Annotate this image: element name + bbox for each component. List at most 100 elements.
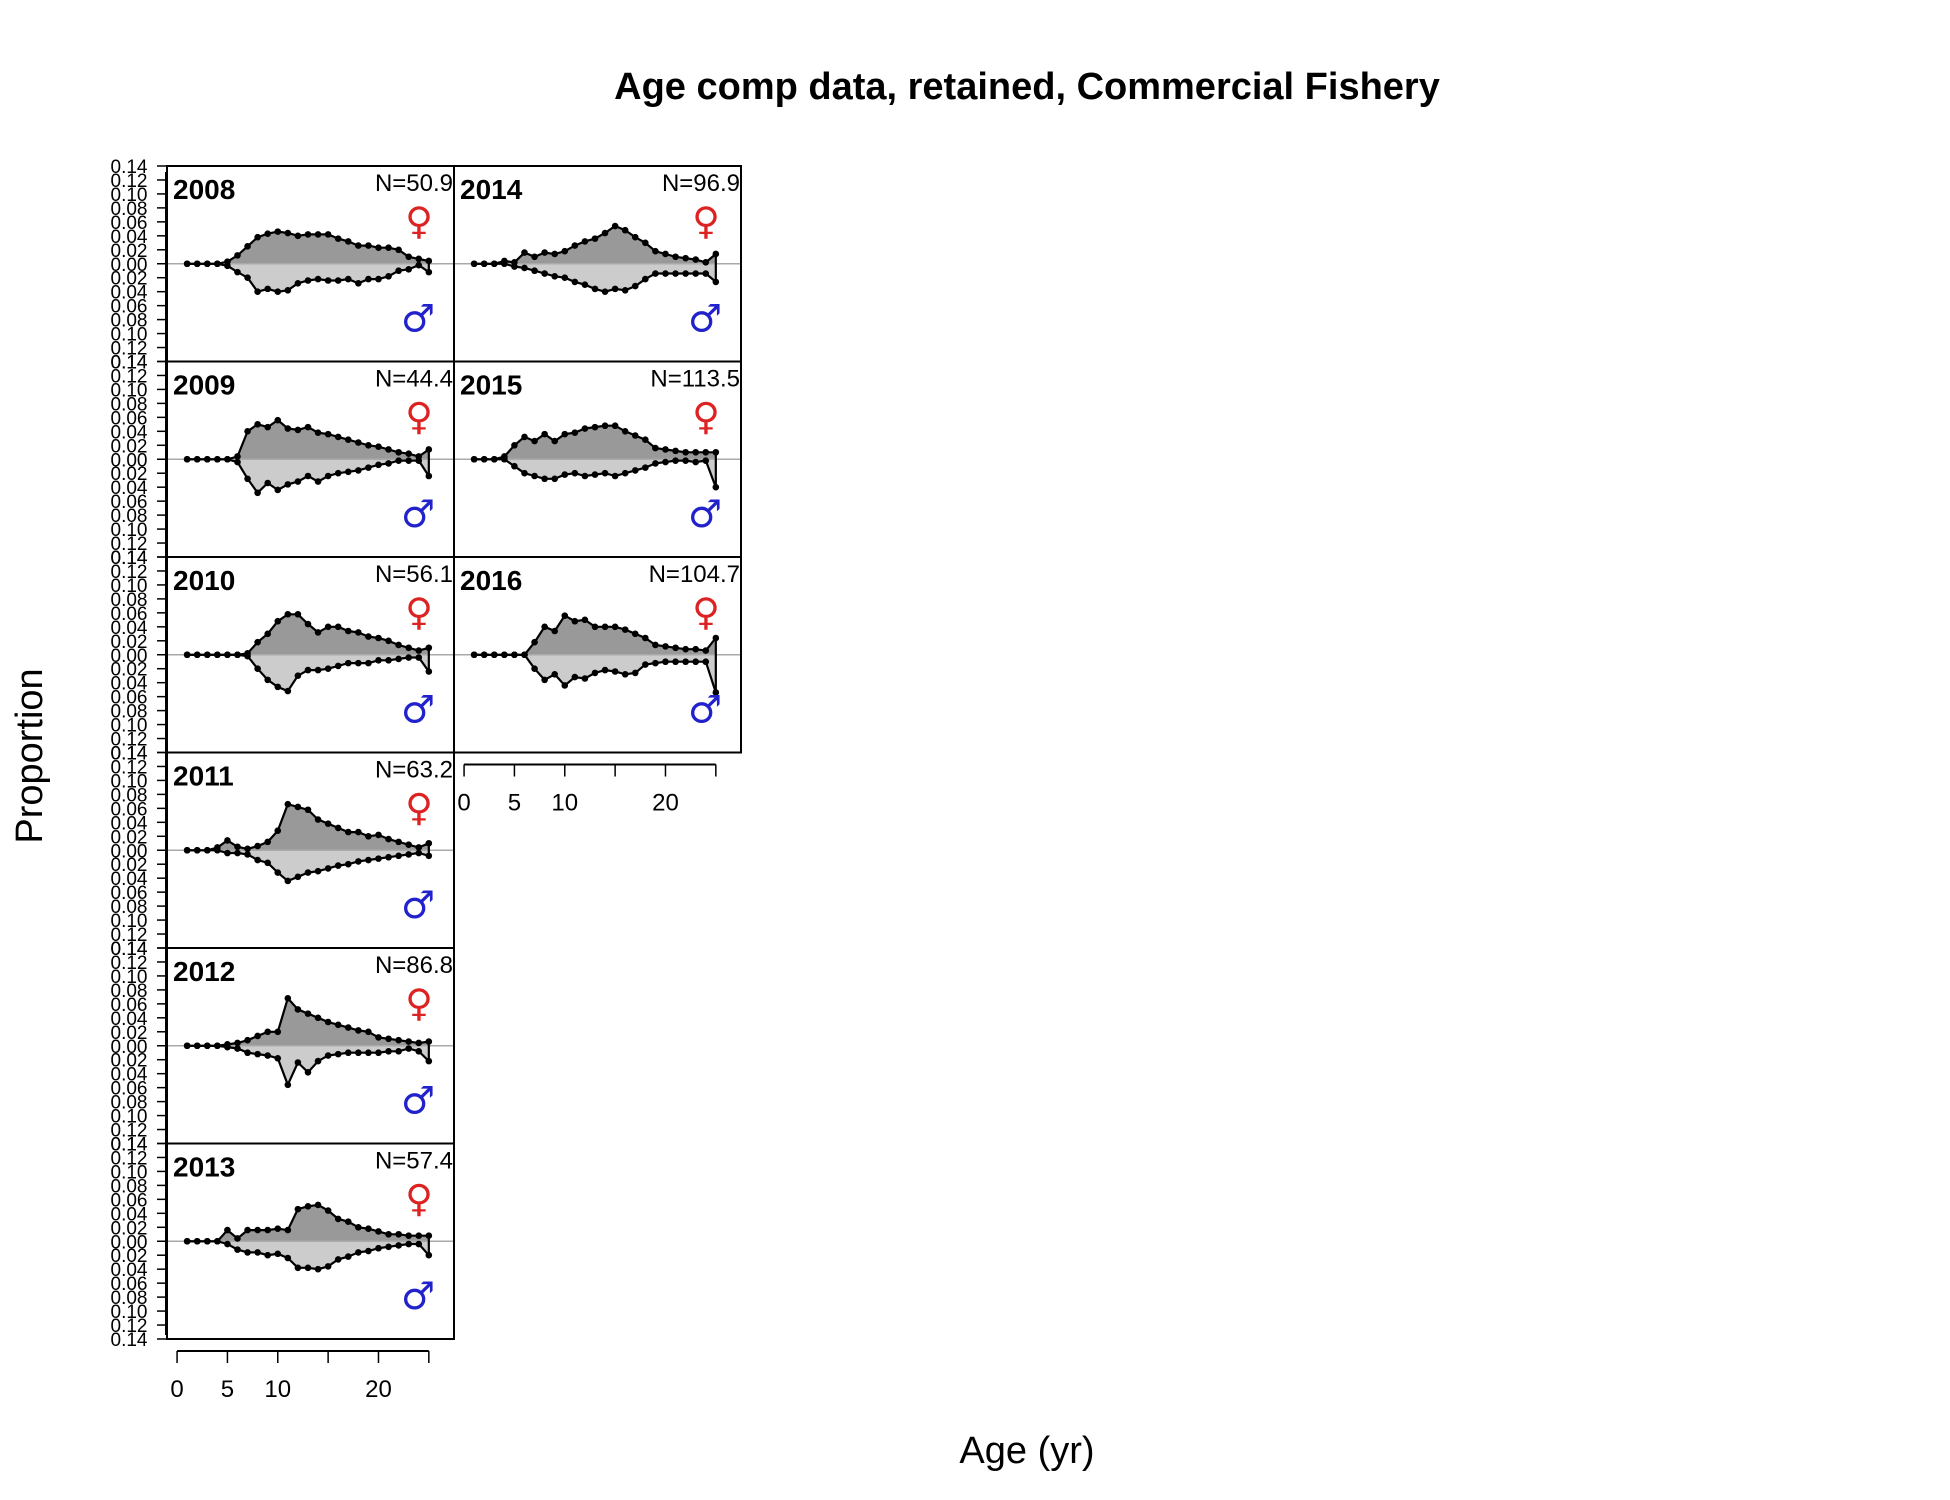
- y-tick-label: 0.08: [111, 897, 148, 918]
- male-point: [324, 665, 332, 673]
- male-point: [193, 455, 201, 463]
- male-point: [551, 671, 559, 678]
- panel-n-label: N=96.9: [662, 170, 740, 197]
- female-point: [385, 446, 392, 453]
- male-point: [193, 260, 201, 268]
- female-point: [561, 247, 569, 255]
- female-point: [314, 629, 322, 636]
- male-point: [264, 285, 272, 293]
- female-point: [541, 623, 548, 631]
- female-point: [314, 231, 322, 238]
- female-point: [254, 1032, 261, 1040]
- male-point: [395, 267, 402, 275]
- male-point: [203, 260, 211, 268]
- male-point: [214, 455, 221, 463]
- female-point: [234, 252, 241, 259]
- male-point: [244, 1049, 251, 1057]
- female-point: [415, 844, 423, 851]
- female-point: [314, 816, 322, 823]
- male-point: [284, 1081, 292, 1089]
- male-point: [274, 1250, 282, 1258]
- female-point: [355, 1223, 362, 1231]
- panel-2016: 2016 N=104.7♀ ♂: [453, 556, 742, 754]
- female-point: [415, 255, 423, 263]
- male-point: [415, 1048, 423, 1055]
- male-point: [183, 846, 191, 854]
- male-point: [631, 467, 639, 474]
- female-point: [304, 806, 312, 814]
- male-point: [511, 651, 518, 659]
- female-point: [344, 436, 352, 444]
- female-point: [395, 246, 402, 254]
- female-point: [395, 641, 402, 649]
- female-point: [531, 638, 538, 646]
- y-tick-label: 0.00: [111, 255, 148, 276]
- female-point: [385, 835, 392, 843]
- y-tick-label: 0.10: [111, 520, 148, 541]
- female-point: [284, 1226, 292, 1234]
- female-point: [274, 1225, 282, 1232]
- x-tick-label: 0: [170, 1376, 183, 1403]
- male-point: [490, 260, 498, 268]
- female-point: [521, 433, 528, 441]
- x-tick-label: 10: [264, 1376, 291, 1403]
- female-symbol-icon: ♀: [405, 590, 433, 634]
- female-point: [294, 426, 302, 434]
- male-point: [254, 1249, 261, 1256]
- male-point: [344, 1253, 352, 1260]
- female-point: [702, 448, 710, 456]
- panel-n-label: N=50.9: [375, 170, 453, 197]
- y-tick-label: 0.06: [111, 995, 148, 1016]
- y-tick-label: 0.00: [111, 450, 148, 471]
- male-point: [193, 846, 201, 854]
- y-tick-label: 0.14: [111, 1135, 148, 1156]
- panel-n-label: N=56.1: [375, 561, 453, 588]
- male-point: [571, 673, 579, 681]
- y-tick-label: 0.02: [111, 855, 148, 876]
- male-point: [662, 458, 669, 466]
- y-tick-label: 0.04: [111, 227, 148, 248]
- female-point: [365, 633, 372, 640]
- male-point: [662, 658, 669, 666]
- female-point: [294, 232, 302, 240]
- male-point: [682, 270, 689, 277]
- y-tick-label: 0.12: [111, 534, 148, 555]
- female-point: [254, 233, 261, 241]
- female-point: [672, 447, 679, 455]
- y-tick-label: 0.14: [111, 157, 148, 178]
- male-point: [254, 288, 261, 295]
- male-point: [304, 277, 312, 284]
- male-point: [244, 475, 251, 483]
- male-point: [224, 1043, 231, 1051]
- female-point: [511, 441, 518, 449]
- male-point: [314, 275, 322, 283]
- male-point: [314, 1265, 322, 1273]
- y-tick-label: 0.00: [111, 841, 148, 862]
- chart-title: Age comp data, retained, Commercial Fish…: [614, 66, 1440, 108]
- female-point: [692, 256, 699, 263]
- male-point: [274, 869, 282, 876]
- female-point: [304, 1203, 312, 1210]
- male-point: [344, 468, 352, 476]
- female-point: [344, 238, 352, 245]
- y-tick-label: 0.06: [111, 1079, 148, 1100]
- male-point: [284, 687, 292, 695]
- y-tick-label: 0.06: [111, 604, 148, 625]
- male-point: [692, 270, 699, 277]
- panel-2015: 2015 N=113.5♀ ♂: [453, 360, 742, 558]
- female-point: [304, 423, 312, 431]
- female-point: [611, 623, 619, 631]
- y-tick-label: 0.06: [111, 799, 148, 820]
- male-point: [334, 1256, 342, 1263]
- female-point: [234, 1039, 241, 1047]
- female-point: [611, 222, 619, 230]
- male-point: [652, 659, 659, 667]
- female-point: [415, 1232, 423, 1239]
- female-point: [264, 1028, 272, 1036]
- panel-2010: 2010 N=56.1♀ ♂: [166, 556, 455, 754]
- female-point: [314, 429, 322, 437]
- male-point: [224, 651, 231, 659]
- y-tick-label: 0.14: [111, 939, 148, 960]
- panel-2008: 2008 N=50.9♀ ♂: [166, 165, 455, 363]
- male-point: [294, 1264, 302, 1272]
